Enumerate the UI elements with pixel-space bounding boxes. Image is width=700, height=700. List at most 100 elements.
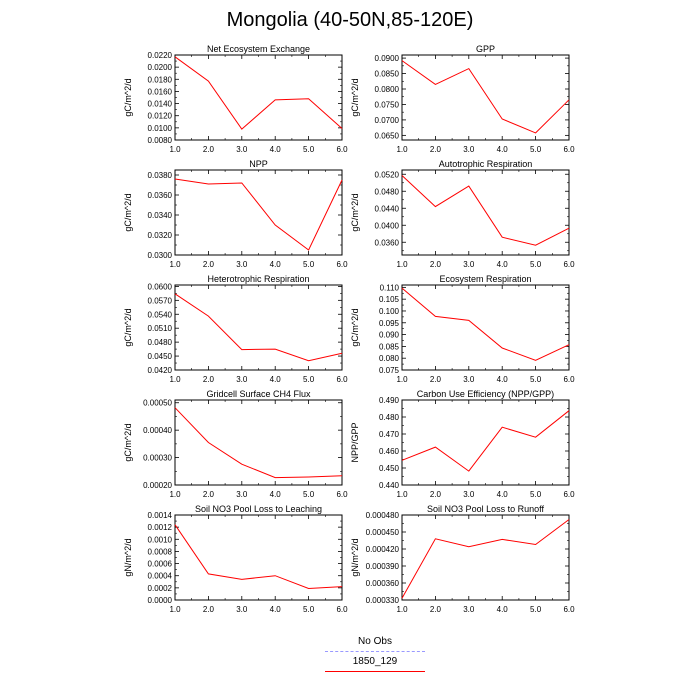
x-tick-label: 5.0 (530, 375, 542, 384)
chart-panel-10: Soil NO3 Pool Loss to Runoff gN/m^2/d 0.00… (350, 504, 575, 614)
y-tick-label: 0.090 (379, 331, 400, 340)
y-tick-label: 0.100 (379, 307, 400, 316)
y-tick-label: 0.0100 (148, 124, 173, 133)
y-tick-label: 0.095 (379, 319, 400, 328)
x-tick-label: 3.0 (463, 260, 475, 269)
y-tick-label: 0.0800 (375, 85, 400, 94)
y-tick-label: 0.0120 (148, 112, 173, 121)
y-tick-label: 0.0320 (148, 231, 173, 240)
y-tick-label: 0.0570 (148, 296, 173, 305)
x-tick-label: 3.0 (463, 375, 475, 384)
chart-title: Soil NO3 Pool Loss to Runoff (427, 504, 544, 514)
legend-label-obs: No Obs (358, 636, 392, 647)
x-tick-label: 4.0 (497, 145, 509, 154)
chart-panel-8: Carbon Use Efficiency (NPP/GPP) NPP/GPP 0.… (350, 389, 575, 499)
y-tick-label: 0.0014 (148, 511, 173, 520)
y-tick-label: 0.0140 (148, 100, 173, 109)
y-tick-label: 0.0450 (148, 352, 173, 361)
y-tick-label: 0.0380 (148, 171, 173, 180)
x-tick-label: 5.0 (530, 145, 542, 154)
y-tick-label: 0.0360 (148, 191, 173, 200)
x-tick-label: 2.0 (430, 605, 442, 614)
y-tick-label: 0.0360 (375, 238, 400, 247)
x-tick-label: 2.0 (430, 145, 442, 154)
y-axis-label: gC/m^2/d (123, 308, 133, 346)
x-tick-label: 2.0 (203, 145, 215, 154)
chart-panel-1: Net Ecosystem Exchange gC/m^2/d 0.0080 0.01… (123, 44, 348, 154)
y-tick-label: 0.0160 (148, 87, 173, 96)
y-tick-label: 0.0650 (375, 131, 400, 140)
x-tick-label: 1.0 (169, 375, 181, 384)
legend-swatch-model (325, 671, 425, 672)
y-axis-label: gC/m^2/d (350, 193, 360, 231)
series-line (174, 407, 343, 479)
x-tick-label: 3.0 (463, 490, 475, 499)
x-tick-label: 6.0 (563, 375, 575, 384)
y-tick-label: 0.460 (379, 447, 400, 456)
series-line (401, 519, 570, 599)
x-tick-label: 4.0 (497, 260, 509, 269)
legend-entry-obs: No Obs (320, 636, 430, 656)
y-tick-label: 0.0440 (375, 204, 400, 213)
y-tick-label: 0.450 (379, 464, 400, 473)
y-tick-label: 0.0004 (148, 572, 173, 581)
chart-panel-5: Heterotrophic Respiration gC/m^2/d 0.0420 0… (123, 274, 348, 384)
x-tick-label: 5.0 (303, 260, 315, 269)
x-tick-label: 5.0 (530, 490, 542, 499)
x-tick-label: 5.0 (303, 490, 315, 499)
plot-frame (174, 399, 343, 486)
x-tick-label: 6.0 (563, 260, 575, 269)
x-tick-label: 5.0 (530, 260, 542, 269)
chart-panel-3: NPP gC/m^2/d 0.0300 0.0320 0.0340 0.0360 0.038… (123, 159, 348, 269)
x-tick-label: 1.0 (169, 145, 181, 154)
x-tick-label: 5.0 (530, 605, 542, 614)
x-tick-label: 3.0 (236, 490, 248, 499)
y-tick-label: 0.0900 (375, 54, 400, 63)
y-tick-label: 0.0300 (148, 251, 173, 260)
x-tick-label: 1.0 (169, 260, 181, 269)
chart-title: Ecosystem Respiration (439, 274, 531, 284)
y-tick-label: 0.0000 (148, 596, 173, 605)
x-tick-label: 2.0 (203, 490, 215, 499)
y-tick-label: 0.00020 (143, 481, 172, 490)
y-tick-label: 0.000450 (366, 528, 400, 537)
y-axis-label: gC/m^2/d (123, 193, 133, 231)
x-tick-label: 5.0 (303, 145, 315, 154)
chart-title: Heterotrophic Respiration (207, 274, 309, 284)
y-tick-label: 0.0520 (375, 170, 400, 179)
y-tick-label: 0.490 (379, 396, 400, 405)
y-tick-label: 0.0750 (375, 100, 400, 109)
y-axis-label: gC/m^2/d (350, 308, 360, 346)
x-tick-label: 1.0 (396, 145, 408, 154)
legend: No Obs 1850_129 (320, 636, 430, 676)
y-tick-label: 0.0012 (148, 523, 173, 532)
plot-frame (174, 514, 343, 601)
y-tick-label: 0.440 (379, 481, 400, 490)
x-tick-label: 3.0 (463, 145, 475, 154)
y-tick-label: 0.0220 (148, 51, 173, 60)
chart-title: Net Ecosystem Exchange (207, 44, 310, 54)
x-tick-label: 6.0 (336, 145, 348, 154)
y-axis-label: gC/m^2/d (350, 78, 360, 116)
y-tick-label: 0.110 (380, 283, 400, 292)
x-tick-label: 3.0 (463, 605, 475, 614)
y-tick-label: 0.00040 (143, 426, 172, 435)
series-line (174, 524, 343, 590)
series-line (174, 56, 343, 130)
chart-title: NPP (249, 159, 268, 169)
chart-title: Soil NO3 Pool Loss to Leaching (195, 504, 322, 514)
plot-frame (401, 54, 570, 141)
page-title: Mongolia (40-50N,85-120E) (226, 9, 474, 31)
x-tick-label: 1.0 (396, 375, 408, 384)
y-tick-label: 0.0400 (375, 221, 400, 230)
series-line (401, 175, 570, 246)
x-tick-label: 4.0 (270, 260, 282, 269)
chart-title: Gridcell Surface CH4 Flux (206, 389, 311, 399)
legend-swatch-obs (325, 651, 425, 652)
y-tick-label: 0.0510 (148, 324, 173, 333)
series-line (174, 293, 343, 362)
y-tick-label: 0.00030 (143, 454, 172, 463)
x-tick-label: 4.0 (270, 605, 282, 614)
series-line (401, 60, 570, 134)
